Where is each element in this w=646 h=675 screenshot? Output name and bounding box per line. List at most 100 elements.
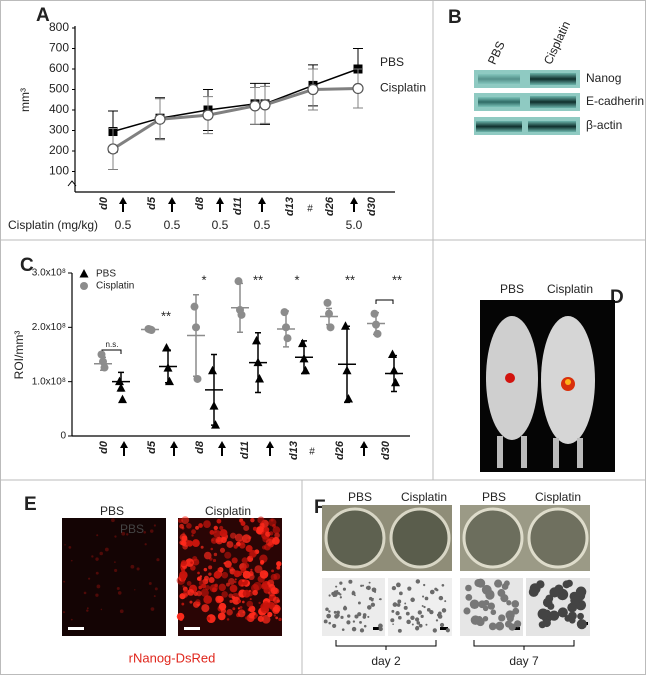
- fluorescence-speck: [144, 543, 147, 546]
- fluorescence-speck: [203, 595, 213, 604]
- data-point: [301, 365, 310, 375]
- fluorescence-speck: [136, 567, 140, 571]
- panel-label: A: [36, 5, 50, 26]
- fluorescence-speck: [210, 537, 218, 544]
- scale-bar: [68, 627, 84, 630]
- fluorescence-speck: [150, 607, 155, 611]
- colony: [470, 615, 481, 625]
- colony: [557, 607, 568, 618]
- fluorescence-speck: [224, 560, 232, 568]
- colony: [363, 624, 367, 628]
- panel-c: C ROI/mm³ 0 1.0x10⁸ 2.0x10⁸ 3.0x10⁸ d0 d5 d8 d1…: [12, 255, 410, 460]
- colony: [576, 619, 587, 630]
- colony: [465, 584, 472, 592]
- significance-label: *: [294, 272, 299, 287]
- fluorescence-speck: [267, 611, 273, 618]
- colony: [359, 628, 365, 633]
- x-tick-label: d8: [194, 440, 206, 454]
- injection-arrow: [258, 197, 266, 212]
- fluorescence-speck: [198, 580, 205, 586]
- colony: [342, 587, 346, 591]
- fluorescence-speck: [248, 589, 252, 593]
- x-tick-label: d13: [284, 197, 296, 216]
- blot-band: [478, 74, 520, 84]
- x-tick-label: d26: [334, 440, 346, 460]
- colony: [568, 611, 577, 621]
- colony: [406, 619, 411, 625]
- data-point: [342, 365, 352, 375]
- colony: [333, 592, 338, 597]
- injection-arrow: [360, 441, 368, 456]
- fluorescence-speck: [258, 601, 261, 605]
- fluorescence-speck: [253, 581, 262, 591]
- colony: [421, 604, 424, 607]
- fluorescence-speck: [261, 545, 267, 550]
- injection-arrow: [168, 197, 176, 212]
- y-tick-label: 3.0x10⁸: [32, 268, 66, 279]
- colony: [371, 587, 377, 593]
- dose-value: 0.5: [212, 218, 229, 232]
- colony: [368, 581, 371, 584]
- data-point: [283, 334, 292, 343]
- fluorescence-speck: [183, 593, 188, 598]
- colony: [494, 579, 503, 588]
- data-point: [202, 109, 214, 121]
- fluorescence-speck: [176, 612, 185, 621]
- y-axis-label: mm³: [18, 88, 32, 112]
- colony: [335, 585, 338, 588]
- injection-arrow: [170, 441, 178, 456]
- fluorescence-speck: [114, 568, 118, 573]
- fluorescence-speck: [213, 530, 222, 539]
- fluorescence-speck: [117, 591, 122, 595]
- fluorescence-speck: [233, 544, 238, 549]
- blot-band: [530, 73, 576, 85]
- colony: [577, 612, 584, 620]
- fluorescence-speck: [243, 525, 250, 532]
- data-point: [107, 143, 119, 155]
- colony: [390, 618, 395, 623]
- significance-bracket: [375, 299, 394, 304]
- colony: [474, 578, 483, 588]
- blot-band: [476, 121, 522, 132]
- legend-label: PBS: [96, 269, 116, 280]
- fluorescence-speck: [125, 533, 129, 536]
- fluorescence-speck: [63, 611, 66, 614]
- data-point: [323, 298, 332, 307]
- colony: [483, 599, 490, 606]
- panel-label: C: [20, 255, 34, 276]
- overlay-label: PBS: [120, 522, 144, 536]
- colony: [425, 623, 428, 626]
- data-point: [307, 83, 319, 96]
- colony: [441, 583, 445, 587]
- panel-d: D PBS Cisplatin: [480, 282, 624, 472]
- column-label: Cisplatin: [401, 490, 447, 504]
- column-label: Cisplatin: [535, 490, 581, 504]
- fluorescence-speck: [254, 565, 263, 574]
- colony: [404, 602, 407, 605]
- data-point: [253, 357, 263, 367]
- fluorescence-speck: [215, 595, 223, 604]
- group-bracket: [473, 640, 575, 650]
- dose-label: Cisplatin (mg/kg): [8, 218, 98, 232]
- dose-value: 5.0: [346, 218, 363, 232]
- dose-value: 0.5: [254, 218, 271, 232]
- x-tick-label: d30: [366, 196, 378, 216]
- fluorescence-speck: [211, 587, 217, 593]
- injection-arrow: [120, 441, 128, 456]
- data-point: [154, 113, 166, 125]
- fluorescence-speck: [203, 567, 208, 572]
- group-label: day 2: [371, 654, 401, 668]
- fluorescence-speck: [270, 587, 278, 595]
- colony: [426, 607, 431, 612]
- fluorescence-speck: [195, 525, 200, 530]
- colony: [495, 621, 505, 631]
- fluorescence-speck: [272, 606, 280, 615]
- fluorescence-speck: [239, 605, 243, 609]
- colony: [351, 626, 357, 632]
- fluorescence-speck: [272, 526, 281, 534]
- fluorescence-speck: [86, 609, 89, 612]
- colony: [463, 607, 471, 615]
- fluorescence-speck: [239, 542, 246, 549]
- colony: [398, 615, 402, 620]
- injection-arrow: [266, 441, 274, 456]
